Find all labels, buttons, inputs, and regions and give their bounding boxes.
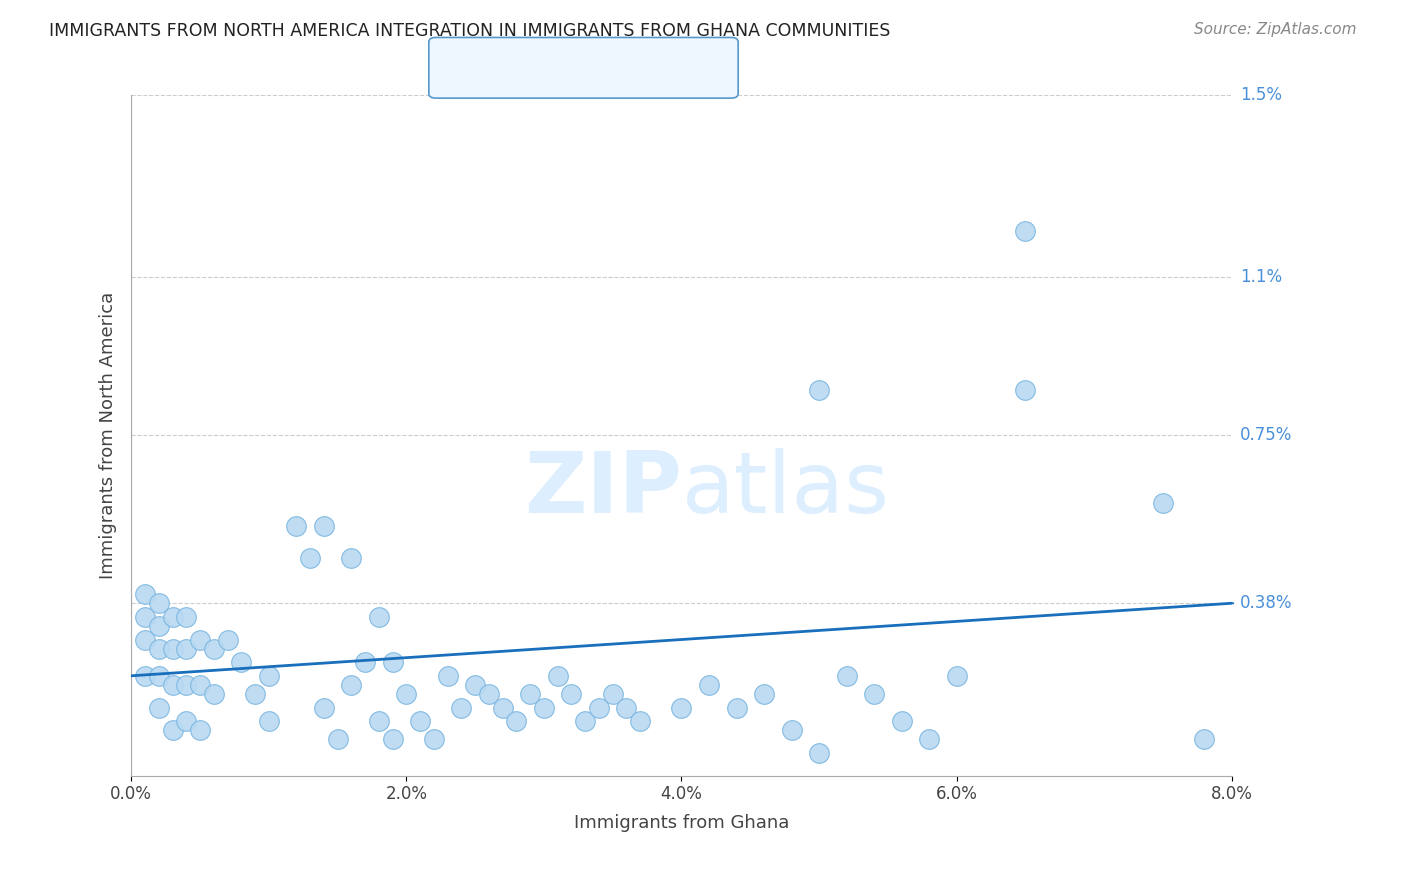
Point (231, 655, 253, 669)
Point (752, 687, 775, 701)
Point (188, 632, 211, 647)
Point (505, 714, 527, 728)
Point (533, 700, 555, 714)
Point (285, 519, 308, 533)
Point (148, 619, 170, 633)
Point (395, 687, 418, 701)
Text: N =: N = (558, 58, 614, 78)
Point (780, 723, 803, 738)
Point (148, 700, 170, 714)
Point (257, 714, 280, 728)
Point (450, 700, 472, 714)
Point (671, 700, 693, 714)
Point (588, 700, 610, 714)
Text: 0.205: 0.205 (496, 58, 553, 78)
Point (409, 714, 432, 728)
Point (340, 550, 363, 565)
Point (725, 700, 748, 714)
Text: Source: ZipAtlas.com: Source: ZipAtlas.com (1194, 22, 1357, 37)
Point (863, 687, 886, 701)
Point (1192, 732, 1215, 747)
Point (918, 732, 941, 747)
Text: ZIP: ZIP (524, 449, 682, 532)
Point (188, 723, 211, 738)
Point (945, 669, 967, 683)
Point (134, 632, 156, 647)
Text: 1.1%: 1.1% (1240, 268, 1282, 285)
Point (243, 687, 266, 701)
X-axis label: Immigrants from Ghana: Immigrants from Ghana (574, 814, 789, 832)
Point (340, 678, 363, 692)
Point (148, 596, 170, 610)
Text: 1.5%: 1.5% (1240, 87, 1282, 104)
Point (492, 700, 515, 714)
Point (835, 669, 858, 683)
Text: 0.38%: 0.38% (1240, 594, 1292, 612)
Point (217, 632, 239, 647)
Point (808, 746, 831, 760)
Text: 70: 70 (614, 58, 641, 78)
Point (478, 687, 501, 701)
Point (312, 519, 335, 533)
Point (436, 669, 458, 683)
Point (547, 669, 569, 683)
Point (1014, 224, 1036, 238)
Text: 0.75%: 0.75% (1240, 426, 1292, 444)
Point (174, 610, 197, 624)
Point (188, 678, 211, 692)
Point (464, 678, 486, 692)
Point (367, 714, 389, 728)
Text: R =: R = (443, 58, 485, 78)
Point (381, 655, 404, 669)
Point (1014, 383, 1036, 397)
Point (174, 714, 197, 728)
Point (312, 700, 335, 714)
Point (257, 669, 280, 683)
Text: IMMIGRANTS FROM NORTH AMERICA INTEGRATION IN IMMIGRANTS FROM GHANA COMMUNITIES: IMMIGRANTS FROM NORTH AMERICA INTEGRATIO… (49, 22, 890, 40)
Point (134, 669, 156, 683)
Point (367, 610, 389, 624)
Point (354, 655, 377, 669)
Point (134, 610, 156, 624)
Point (162, 641, 184, 656)
Point (174, 678, 197, 692)
Point (1152, 496, 1174, 510)
Point (134, 587, 156, 601)
Point (148, 641, 170, 656)
Point (808, 383, 831, 397)
Point (299, 550, 322, 565)
Point (162, 610, 184, 624)
Point (423, 732, 446, 747)
Point (616, 700, 638, 714)
Y-axis label: Immigrants from North America: Immigrants from North America (100, 292, 117, 579)
Point (162, 723, 184, 738)
Point (174, 641, 197, 656)
Text: atlas: atlas (682, 449, 890, 532)
Point (560, 687, 582, 701)
Point (326, 732, 349, 747)
Point (602, 687, 624, 701)
Point (381, 732, 404, 747)
Point (574, 714, 596, 728)
Point (519, 687, 541, 701)
Point (628, 714, 651, 728)
Point (148, 669, 170, 683)
Point (202, 687, 225, 701)
Point (162, 678, 184, 692)
Point (890, 714, 912, 728)
Point (202, 641, 225, 656)
Point (697, 678, 720, 692)
